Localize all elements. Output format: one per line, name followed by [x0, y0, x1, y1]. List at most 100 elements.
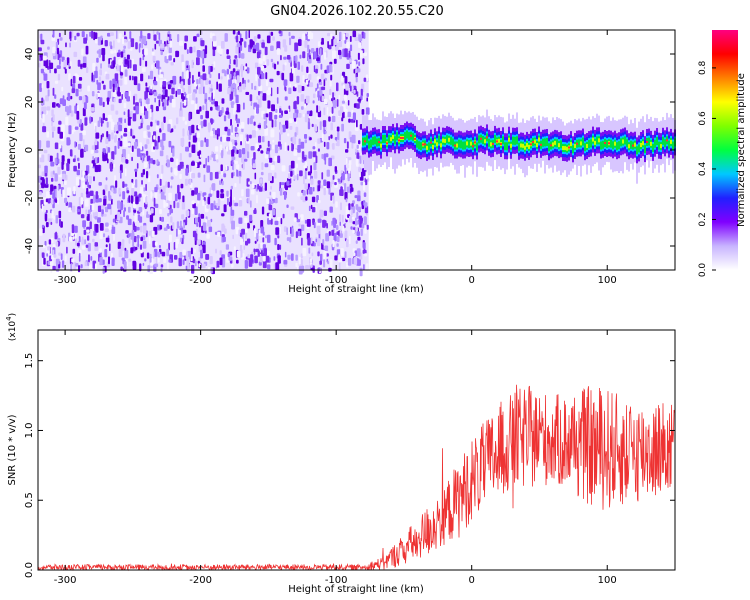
noise-cell [311, 48, 315, 54]
noise-cell [232, 200, 235, 206]
noise-cell [99, 248, 102, 253]
noise-cell [88, 209, 91, 215]
band-peak [604, 142, 606, 144]
noise-cell [274, 172, 277, 179]
noise-cell [352, 229, 355, 234]
noise-cell [352, 112, 356, 121]
noise-cell [295, 262, 298, 268]
noise-cell [56, 152, 59, 160]
noise-cell [257, 66, 261, 75]
noise-cell [84, 261, 88, 267]
noise-cell [183, 222, 185, 229]
snr-panel: -300 -200 -100 0 100 0.00.51.01.5 Height of … [5, 313, 676, 595]
noise-cell [88, 254, 90, 263]
noise-cell [233, 196, 236, 201]
noise-cell [185, 265, 188, 270]
noise-cell [88, 184, 91, 189]
noise-cell [164, 89, 168, 98]
noise-cell [121, 156, 126, 163]
noise-cell [213, 134, 217, 139]
noise-cell [137, 238, 139, 248]
noise-cell [304, 170, 307, 180]
noise-cell [98, 76, 102, 82]
noise-cell [231, 263, 234, 268]
noise-cell [304, 219, 307, 224]
band-peak [378, 141, 380, 144]
noise-cell [277, 235, 280, 239]
colorbar-tick-label: 0.2 [698, 212, 708, 226]
noise-cell [94, 137, 98, 146]
noise-cell [52, 265, 56, 271]
noise-cell [363, 192, 367, 197]
noise-cell [58, 210, 62, 219]
noise-cell [168, 55, 172, 61]
noise-cell [74, 233, 77, 239]
noise-cell [317, 148, 320, 152]
noise-cell [83, 229, 87, 235]
noise-cell [43, 149, 48, 154]
noise-cell [153, 248, 158, 257]
noise-cell [75, 263, 79, 267]
band-green [370, 139, 372, 148]
noise-cell [110, 104, 115, 111]
noise-cell [116, 30, 118, 39]
noise-cell [302, 75, 305, 84]
noise-cell [47, 261, 50, 265]
noise-cell [282, 213, 285, 219]
noise-cell [326, 142, 330, 150]
noise-cell [213, 40, 217, 47]
noise-cell [361, 109, 365, 115]
noise-cell [255, 126, 258, 132]
noise-cell [137, 83, 141, 91]
noise-cell [89, 31, 92, 37]
noise-cell [111, 187, 114, 193]
noise-cell [318, 267, 321, 272]
band-yellow [440, 143, 442, 148]
noise-cell [191, 144, 196, 153]
colorbar-label: Normalized spectral amplitude [736, 73, 747, 227]
noise-cell [61, 86, 64, 92]
noise-cell [336, 99, 339, 107]
band-green [372, 136, 374, 145]
noise-cell [62, 99, 66, 106]
noise-cell [286, 204, 289, 208]
noise-cell [150, 108, 152, 118]
noise-cell [146, 155, 151, 162]
noise-cell [324, 158, 327, 165]
noise-cell [353, 89, 356, 94]
noise-cell [312, 100, 315, 104]
noise-cell [170, 80, 174, 84]
noise-cell [102, 189, 106, 196]
spectrogram-x-axis: -300 -200 -100 0 100 [54, 30, 617, 286]
noise-cell [131, 156, 133, 162]
noise-cell [185, 146, 189, 152]
band-green [616, 142, 618, 151]
band-yellow [574, 144, 576, 148]
noise-cell [237, 123, 239, 127]
noise-cell [265, 113, 269, 118]
noise-cell [105, 177, 108, 181]
noise-cell [255, 104, 260, 109]
noise-cell [97, 205, 102, 212]
noise-cell [263, 120, 267, 129]
noise-cell [124, 76, 128, 85]
band-green [482, 136, 484, 144]
noise-cell [142, 210, 145, 216]
noise-cell [114, 124, 118, 132]
band-peak [492, 142, 494, 145]
noise-cell [120, 135, 123, 139]
noise-cell [120, 201, 123, 211]
noise-cell [300, 196, 305, 200]
noise-cell [118, 248, 123, 258]
noise-cell [219, 180, 222, 185]
noise-cell [109, 32, 114, 36]
noise-cell [260, 220, 264, 229]
noise-cell [287, 254, 291, 260]
noise-cell [175, 50, 179, 58]
noise-cell [152, 159, 156, 165]
band-yellow [570, 142, 572, 147]
band-green [596, 136, 598, 145]
noise-cell [114, 49, 117, 54]
noise-cell [152, 55, 156, 62]
